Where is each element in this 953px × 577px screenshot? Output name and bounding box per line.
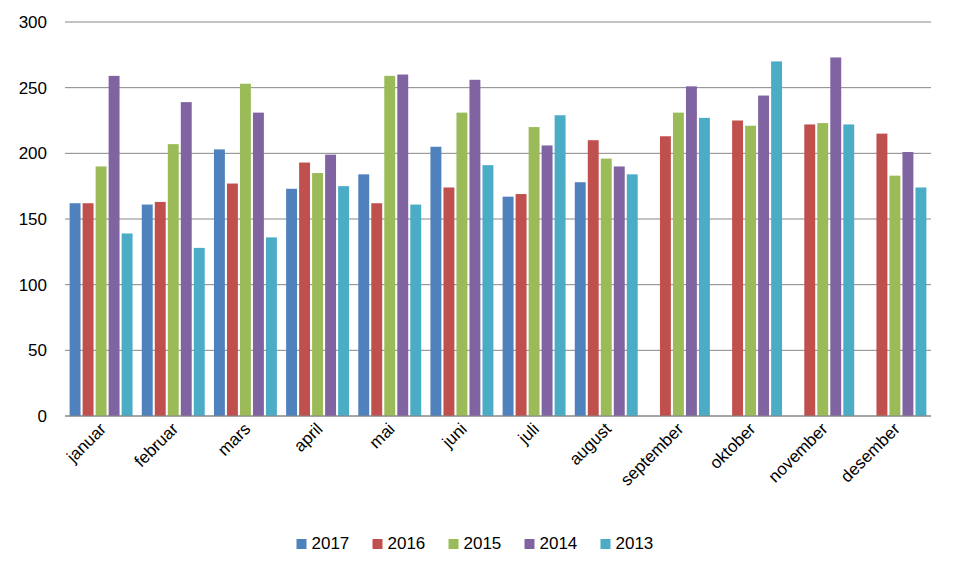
x-tick-label: juli: [514, 419, 543, 448]
grid-line: [65, 22, 931, 23]
y-tick-label: 0: [38, 407, 47, 426]
bar: [299, 163, 310, 416]
y-tick-label: 150: [19, 210, 47, 229]
bar: [902, 152, 913, 416]
x-tick-label: juni: [438, 419, 471, 452]
bar: [469, 80, 480, 416]
x-tick-label: mars: [214, 419, 254, 459]
bar: [253, 113, 264, 416]
bar: [122, 233, 133, 416]
bar: [325, 155, 336, 416]
y-tick-label: 100: [19, 276, 47, 295]
bar: [627, 174, 638, 416]
bar: [660, 136, 671, 416]
bar: [168, 144, 179, 416]
legend-swatch: [297, 539, 307, 549]
legend-label: 2015: [464, 534, 502, 553]
bar: [601, 159, 612, 416]
x-tick-label: januar: [62, 419, 110, 467]
bar: [817, 123, 828, 416]
bar: [529, 127, 540, 416]
legend-swatch: [373, 539, 383, 549]
legend-swatch: [601, 539, 611, 549]
legend-label: 2017: [312, 534, 350, 553]
bar: [456, 113, 467, 416]
x-tick-label: desember: [837, 419, 904, 486]
grid-line: [65, 87, 931, 88]
bar: [266, 237, 277, 416]
bar: [771, 61, 782, 416]
legend-label: 2014: [540, 534, 578, 553]
bar: [732, 121, 743, 417]
x-tick-label: februar: [131, 419, 183, 471]
bar: [240, 84, 251, 416]
bar: [830, 57, 841, 416]
bar: [758, 96, 769, 416]
bar: [516, 194, 527, 416]
bar: [588, 140, 599, 416]
bar: [843, 124, 854, 416]
bar: [575, 182, 586, 416]
bar: [155, 202, 166, 416]
bar: [371, 203, 382, 416]
x-axis: [65, 416, 931, 417]
legend-label: 2013: [616, 534, 654, 553]
y-tick-label: 50: [28, 341, 47, 360]
bar: [804, 124, 815, 416]
bar: [358, 174, 369, 416]
x-tick-label: august: [566, 419, 616, 469]
bar: [109, 76, 120, 416]
bar: [397, 75, 408, 416]
bar: [384, 76, 395, 416]
bar: [555, 115, 566, 416]
bar: [503, 197, 514, 416]
bar: [542, 145, 553, 416]
bar: [673, 113, 684, 416]
bars: [70, 57, 927, 416]
legend-swatch: [525, 539, 535, 549]
bar: [83, 203, 94, 416]
bar: [410, 205, 421, 416]
y-tick-label: 250: [19, 79, 47, 98]
bar: [915, 187, 926, 416]
chart: 0 50 100 150 200 250 300 januar februar mars april…: [0, 0, 953, 577]
bar: [876, 134, 887, 416]
bar: [686, 86, 697, 416]
bar: [312, 173, 323, 416]
bar: [889, 176, 900, 416]
x-tick-label: april: [290, 419, 326, 455]
bar: [430, 147, 441, 416]
bar: [96, 166, 107, 416]
bar: [443, 187, 454, 416]
bar: [338, 186, 349, 416]
bar: [286, 189, 297, 416]
x-tick-label: mai: [366, 419, 399, 452]
x-tick-label: november: [765, 419, 832, 486]
bar: [745, 126, 756, 416]
legend-label: 2016: [388, 534, 426, 553]
x-tick-label: september: [617, 419, 687, 489]
bar: [142, 205, 153, 416]
y-tick-label: 300: [19, 13, 47, 32]
bar: [214, 149, 225, 416]
bar: [181, 102, 192, 416]
bar: [70, 203, 81, 416]
bar: [227, 184, 238, 416]
legend: 2017 2016 2015 2014 2013: [297, 534, 654, 553]
x-tick-label: oktober: [706, 419, 760, 473]
bar: [614, 166, 625, 416]
grid-line: [65, 219, 931, 220]
legend-swatch: [449, 539, 459, 549]
bar: [482, 165, 493, 416]
grid-line: [65, 416, 931, 417]
y-tick-label: 200: [19, 144, 47, 163]
bar: [699, 118, 710, 416]
grid-line: [65, 153, 931, 154]
bar: [194, 248, 205, 416]
